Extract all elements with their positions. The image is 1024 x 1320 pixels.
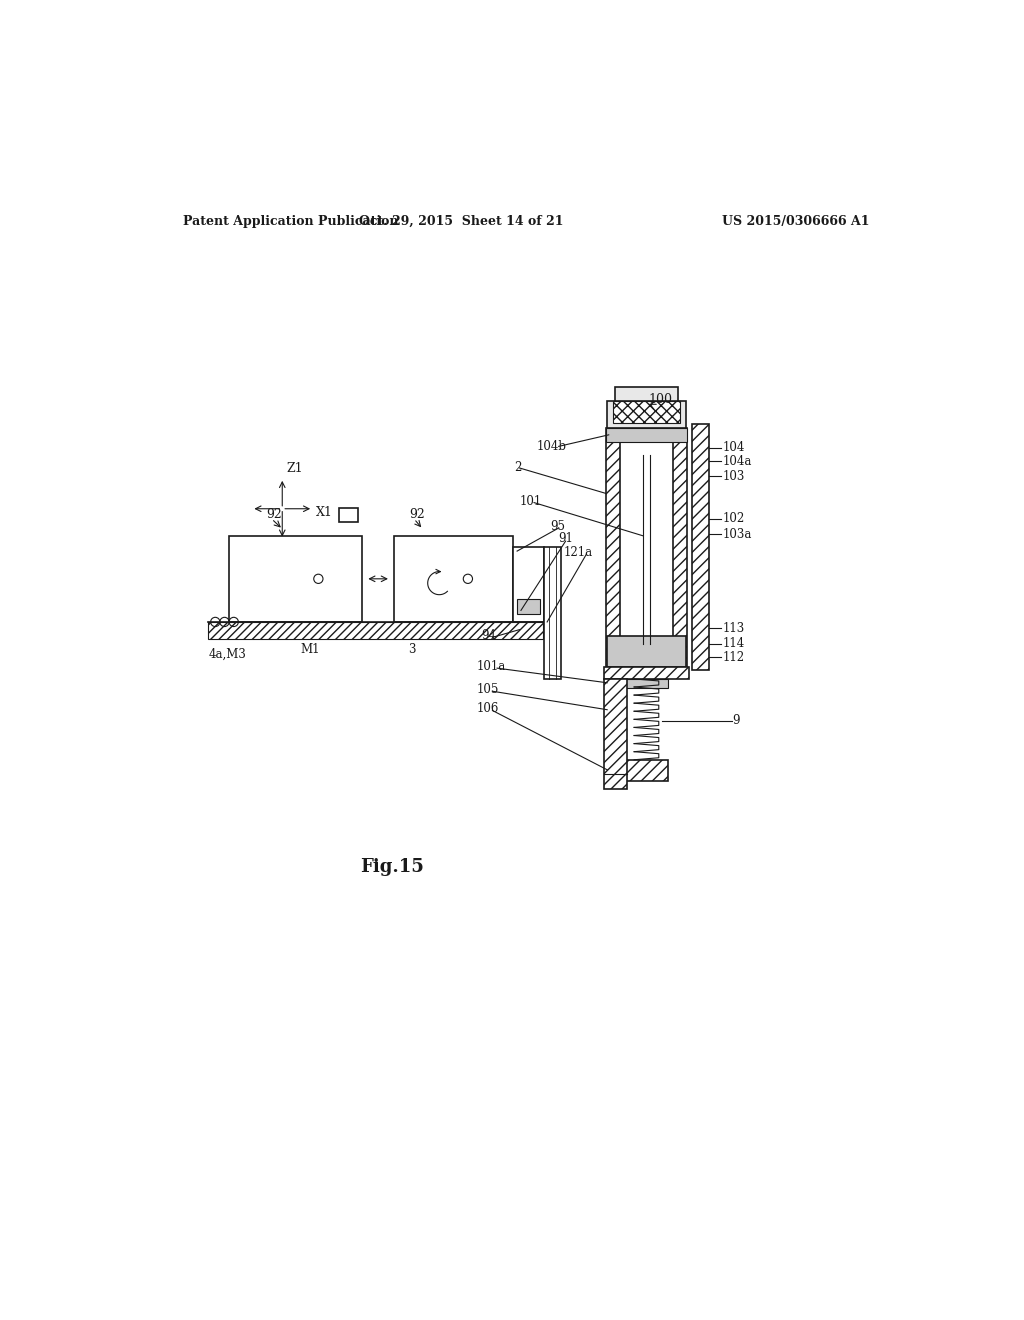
Bar xyxy=(605,428,687,442)
Bar xyxy=(394,536,513,622)
Bar xyxy=(513,548,544,622)
Bar xyxy=(614,387,678,401)
Text: 112: 112 xyxy=(723,651,744,664)
Text: 105: 105 xyxy=(477,684,500,696)
Text: 121a: 121a xyxy=(564,546,593,560)
Bar xyxy=(339,508,357,521)
Text: 114: 114 xyxy=(723,638,744,649)
Text: Fig.15: Fig.15 xyxy=(360,858,424,875)
Bar xyxy=(607,401,686,428)
Text: 95: 95 xyxy=(550,520,565,533)
Text: US 2015/0306666 A1: US 2015/0306666 A1 xyxy=(722,215,869,228)
Text: 103a: 103a xyxy=(723,528,752,541)
Text: 106: 106 xyxy=(477,702,500,715)
Text: 103: 103 xyxy=(723,470,745,483)
Bar xyxy=(674,428,687,667)
Text: 91: 91 xyxy=(558,532,572,545)
Text: 113: 113 xyxy=(723,622,744,635)
Bar xyxy=(613,401,680,424)
Bar xyxy=(625,760,668,781)
Bar xyxy=(517,599,541,614)
Text: X1: X1 xyxy=(316,506,333,519)
Bar xyxy=(604,678,628,789)
Bar xyxy=(208,622,543,639)
Text: Z1: Z1 xyxy=(286,462,303,475)
Text: 104: 104 xyxy=(723,441,745,454)
Text: 3: 3 xyxy=(408,643,416,656)
Text: 102: 102 xyxy=(723,512,744,525)
Text: M1: M1 xyxy=(300,643,319,656)
Bar xyxy=(607,636,686,667)
Text: 94: 94 xyxy=(481,630,496,643)
Text: 92: 92 xyxy=(266,508,282,520)
Bar xyxy=(625,678,668,688)
Text: 100: 100 xyxy=(649,393,673,407)
Bar xyxy=(604,667,689,678)
Text: 104b: 104b xyxy=(537,440,566,453)
Text: 104a: 104a xyxy=(723,454,752,467)
Bar xyxy=(692,424,709,671)
Bar xyxy=(605,428,620,667)
Text: 9: 9 xyxy=(732,714,739,727)
Text: 101: 101 xyxy=(519,495,542,508)
Text: 101a: 101a xyxy=(477,660,506,673)
Text: Oct. 29, 2015  Sheet 14 of 21: Oct. 29, 2015 Sheet 14 of 21 xyxy=(359,215,564,228)
Bar xyxy=(544,548,561,678)
Text: 4a,M3: 4a,M3 xyxy=(209,648,247,661)
Bar xyxy=(229,536,362,622)
Text: Patent Application Publication: Patent Application Publication xyxy=(183,215,398,228)
Text: 2: 2 xyxy=(514,462,521,474)
Text: 92: 92 xyxy=(410,508,425,520)
